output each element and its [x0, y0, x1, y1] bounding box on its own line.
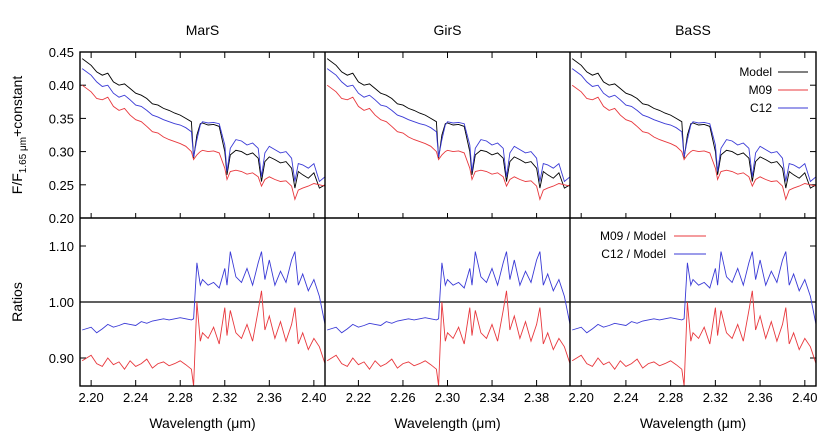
legend-top-label-0: Model [739, 65, 772, 79]
panel-title-0: MarS [186, 22, 219, 38]
xtick-label-0-5: 2.40 [301, 390, 326, 405]
axes-layer [80, 51, 816, 386]
ytick-top-label-2: 0.35 [49, 111, 74, 126]
series-top-model-0 [81, 58, 326, 189]
series-top-c12-0 [81, 68, 326, 183]
xtick-label-0-1: 2.24 [123, 390, 148, 405]
xtick-label-1-3: 2.34 [479, 390, 504, 405]
xlabel-2: Wavelength (μm) [640, 415, 746, 431]
ylabel-top-base: F/F [9, 173, 25, 194]
xtick-label-2-0: 2.20 [569, 390, 594, 405]
series-top-m09-0 [81, 84, 326, 201]
series-ratio-c12-0 [82, 251, 326, 334]
ytick-bottom-label-1: 1.00 [49, 295, 74, 310]
panel-title-1: GirS [434, 22, 462, 38]
ytick-top-label-1: 0.40 [49, 78, 74, 93]
ytick-bottom-label-2: 0.90 [49, 351, 74, 366]
xlabel-0: Wavelength (μm) [149, 415, 255, 431]
xtick-label-2-4: 2.36 [747, 390, 772, 405]
series-ratio-c12-2 [572, 251, 816, 334]
series-top-c12-2 [571, 68, 816, 183]
xtick-label-0-3: 2.32 [212, 390, 237, 405]
ytick-top-label-5: 0.20 [49, 211, 74, 226]
plot-frame [79, 51, 817, 387]
ytick-top-label-3: 0.30 [49, 145, 74, 160]
xtick-label-2-3: 2.32 [703, 390, 728, 405]
series-ratio-c12-1 [327, 251, 571, 334]
series-ratio-m09-0 [81, 290, 326, 386]
ylabel-top-suffix: +constant [9, 76, 25, 137]
frame-layer [79, 51, 817, 387]
legend-top-label-1: M09 [749, 83, 773, 97]
series-layer [81, 58, 816, 386]
series-top-m09-2 [571, 84, 816, 201]
ytick-top-label-0: 0.45 [49, 45, 74, 60]
xtick-label-1-4: 2.38 [524, 390, 549, 405]
ytick-top-label-4: 0.25 [49, 178, 74, 193]
xtick-label-1-2: 2.30 [435, 390, 460, 405]
ytick-bottom-label-0: 1.10 [49, 239, 74, 254]
series-ratio-m09-2 [571, 290, 816, 386]
series-top-c12-1 [326, 68, 571, 183]
legend-bottom-label-1: C12 / Model [601, 247, 666, 261]
xtick-label-2-1: 2.24 [613, 390, 638, 405]
legend-bottom-label-0: M09 / Model [600, 229, 666, 243]
xtick-label-2-2: 2.28 [658, 390, 683, 405]
xtick-label-1-1: 2.26 [390, 390, 415, 405]
xtick-label-2-5: 2.40 [792, 390, 817, 405]
xtick-label-0-2: 2.28 [168, 390, 193, 405]
xtick-label-1-0: 2.22 [346, 390, 371, 405]
series-top-m09-1 [326, 84, 571, 201]
ylabel-bottom: Ratios [9, 282, 25, 322]
legend-top-label-2: C12 [750, 101, 772, 115]
ylabel-top-subscript: 1.65 μm [18, 137, 29, 173]
label-layer: F/F1.65 μm+constant Ratios MarS 2.20 2.24 2… [9, 22, 817, 431]
xtick-label-0-0: 2.20 [78, 390, 103, 405]
series-ratio-m09-1 [326, 290, 571, 386]
panel-title-2: BaSS [675, 22, 711, 38]
ylabel-top: F/F1.65 μm+constant [9, 76, 29, 195]
series-top-model-1 [326, 58, 571, 189]
series-top-model-2 [571, 58, 816, 189]
xlabel-1: Wavelength (μm) [394, 415, 500, 431]
xtick-label-0-4: 2.36 [257, 390, 282, 405]
